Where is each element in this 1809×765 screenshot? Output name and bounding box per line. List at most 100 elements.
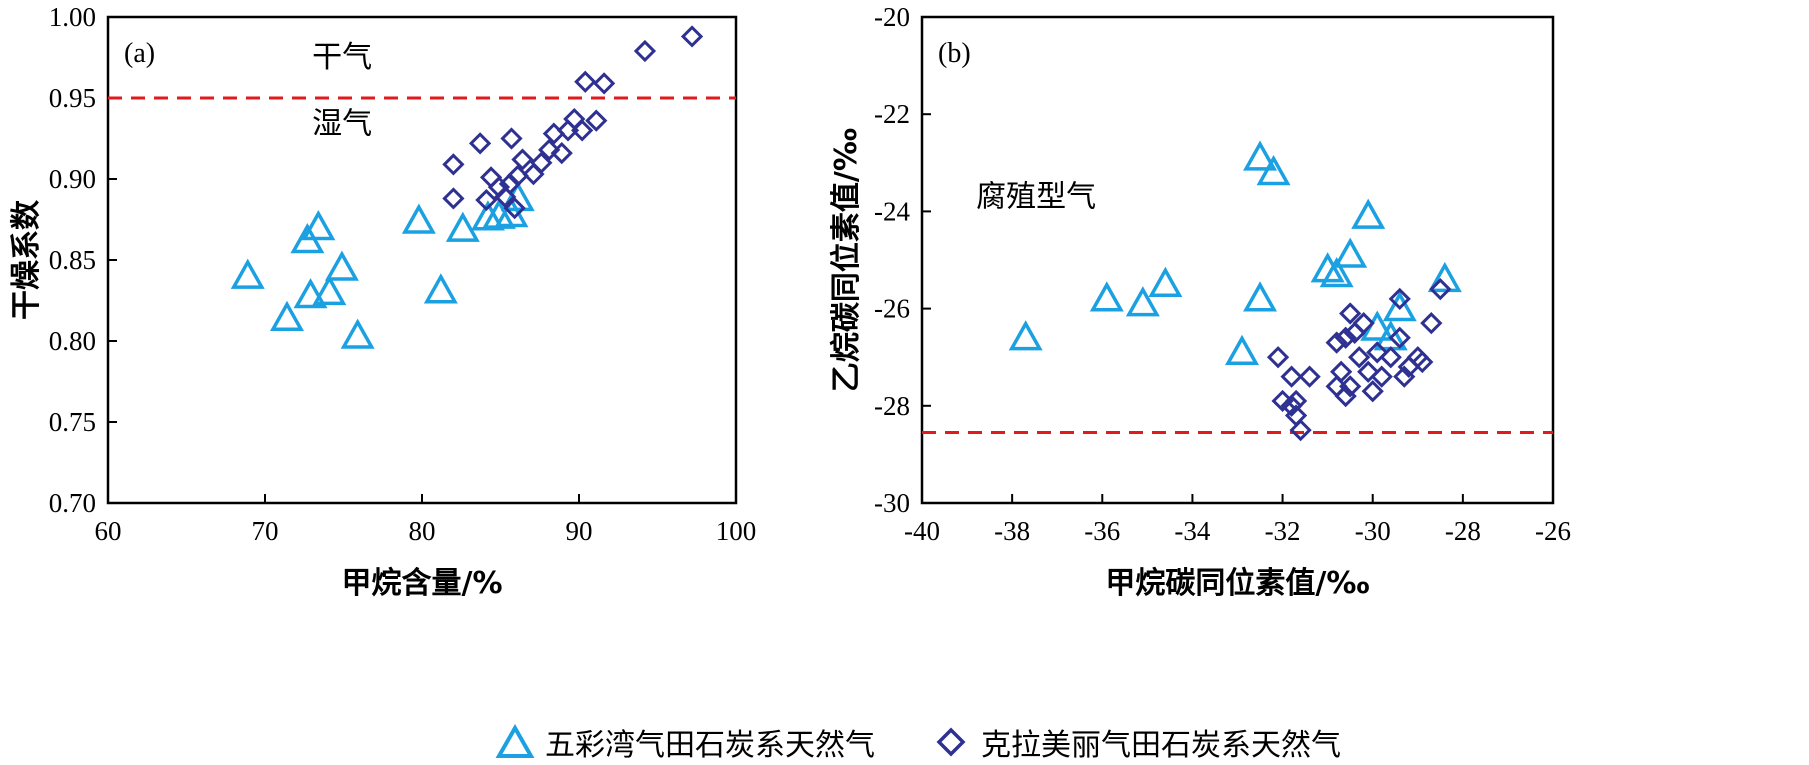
legend-item-kelameili: 克拉美丽气田石炭系天然气 — [931, 720, 1341, 764]
x-tick-label: -40 — [904, 516, 940, 546]
diamond-point — [585, 109, 608, 132]
triangle-point — [301, 210, 336, 241]
x-tick-label: -28 — [1445, 516, 1481, 546]
triangle-point — [1382, 291, 1417, 322]
triangle-point — [1319, 257, 1354, 288]
triangle-point — [423, 273, 458, 304]
y-tick-label: 0.85 — [49, 245, 96, 275]
chart-panel-a: 60 70 80 90 100 0.70 0.75 0.80 0.85 0.90 0.95 1.00 (… — [9, 2, 756, 601]
diamond-point — [1366, 341, 1389, 364]
y-tick-label: -20 — [874, 2, 910, 32]
diamond-point — [1357, 360, 1380, 383]
diamond-point — [1388, 287, 1411, 311]
diamond-point — [1266, 346, 1290, 369]
triangle-point — [1333, 237, 1368, 268]
x-tick-label: -30 — [1355, 516, 1391, 546]
diamond-point — [1370, 365, 1393, 388]
legend-label-kelameili: 克拉美丽气田石炭系天然气 — [981, 728, 1341, 763]
diamond-point — [1388, 326, 1411, 349]
y-axis-label: 乙烷碳同位素值/‰ — [829, 128, 864, 392]
x-tick-label: 100 — [716, 516, 757, 546]
triangle-point — [340, 318, 375, 349]
diamond-point — [563, 107, 586, 131]
diamond-point — [1352, 312, 1375, 335]
diamond-point — [680, 25, 704, 48]
triangle-point — [324, 250, 359, 281]
diamond-point — [494, 185, 517, 208]
diamond-point — [475, 188, 498, 212]
y-tick-label: 0.70 — [49, 488, 96, 518]
diamond-point — [1280, 394, 1303, 417]
triangle-point — [1148, 266, 1183, 297]
triangle-point — [500, 180, 535, 212]
diamond-point — [511, 148, 534, 171]
diamond-point — [1330, 360, 1353, 383]
diamond-point — [1339, 375, 1362, 398]
x-axis-label: 甲烷含量/% — [341, 566, 502, 601]
diamond-marker-icon — [936, 727, 966, 757]
triangle-point — [401, 203, 436, 234]
annotation-label: 干气 — [312, 40, 372, 75]
diamond-point — [468, 132, 492, 155]
diamond-point — [479, 166, 503, 189]
annotation-label: 腐殖型气 — [976, 180, 1096, 215]
diamond-point — [571, 119, 594, 142]
triangle-point — [1089, 281, 1124, 312]
x-tick-label: 60 — [95, 516, 122, 546]
x-axis-label: 甲烷碳同位素值/‰ — [1105, 566, 1369, 601]
triangle-point — [1243, 281, 1278, 312]
x-tick-label: -36 — [1084, 516, 1120, 546]
triangle-point — [1427, 261, 1462, 293]
y-axis-label: 干燥系数 — [9, 199, 44, 320]
x-tick-label: -32 — [1265, 516, 1301, 546]
triangle-point — [230, 258, 265, 289]
plot-frame-a — [106, 15, 738, 505]
x-tick-label: 80 — [409, 516, 436, 546]
triangle-point — [293, 278, 328, 309]
y-tick-label: -28 — [874, 391, 910, 421]
y-tick-label: -22 — [874, 99, 910, 129]
diamond-point — [1348, 346, 1371, 369]
triangle-point — [269, 300, 304, 331]
diamond-point — [442, 153, 465, 176]
diamond-point — [1379, 346, 1402, 369]
y-tick-label: -30 — [874, 488, 910, 518]
x-tick-label: 90 — [566, 516, 593, 546]
diamond-point — [1289, 418, 1312, 442]
triangle-point — [1225, 334, 1259, 366]
diamond-point — [538, 138, 561, 161]
y-tick-label: 0.75 — [49, 407, 96, 437]
diamond-point — [1361, 380, 1384, 403]
diamond-point — [550, 141, 573, 165]
x-tick-label: -38 — [994, 516, 1030, 546]
y-tick-label: 0.80 — [49, 326, 96, 356]
y-tick-label: -24 — [874, 196, 910, 226]
legend-item-wucaiwan: 五彩湾气田石炭系天然气 — [495, 720, 875, 764]
y-tick-label: 1.00 — [49, 2, 96, 32]
diamond-point — [633, 39, 657, 63]
x-tick-label: 70 — [252, 516, 279, 546]
plot-frame-b — [920, 15, 1555, 505]
legend: 五彩湾气田石炭系天然气 克拉美丽气田石炭系天然气 — [495, 720, 1397, 764]
triangle-point — [312, 274, 347, 306]
diamond-point — [500, 127, 523, 150]
diamond-point — [1334, 326, 1357, 349]
diamond-point — [1325, 331, 1348, 354]
triangle-point — [1125, 286, 1160, 317]
triangle-point — [1243, 140, 1278, 171]
diamond-point — [1298, 365, 1321, 388]
diamond-point — [1411, 350, 1434, 374]
diamond-point — [1284, 389, 1308, 413]
triangle-marker-icon — [495, 724, 535, 758]
diamond-point — [1420, 312, 1443, 335]
diamond-point — [1339, 302, 1362, 325]
diamond-point — [442, 187, 465, 210]
diamond-point — [1280, 365, 1303, 388]
panel-label: (a) — [124, 38, 155, 69]
annotation-label: 湿气 — [312, 107, 372, 142]
diamond-point — [1429, 278, 1452, 301]
diamond-point — [530, 151, 553, 174]
chart-panel-b: -40 -38 -36 -34 -32 -30 -28 -26 -30 -28 -26 -24 -22 -… — [829, 2, 1571, 601]
x-tick-label: -26 — [1535, 516, 1571, 546]
